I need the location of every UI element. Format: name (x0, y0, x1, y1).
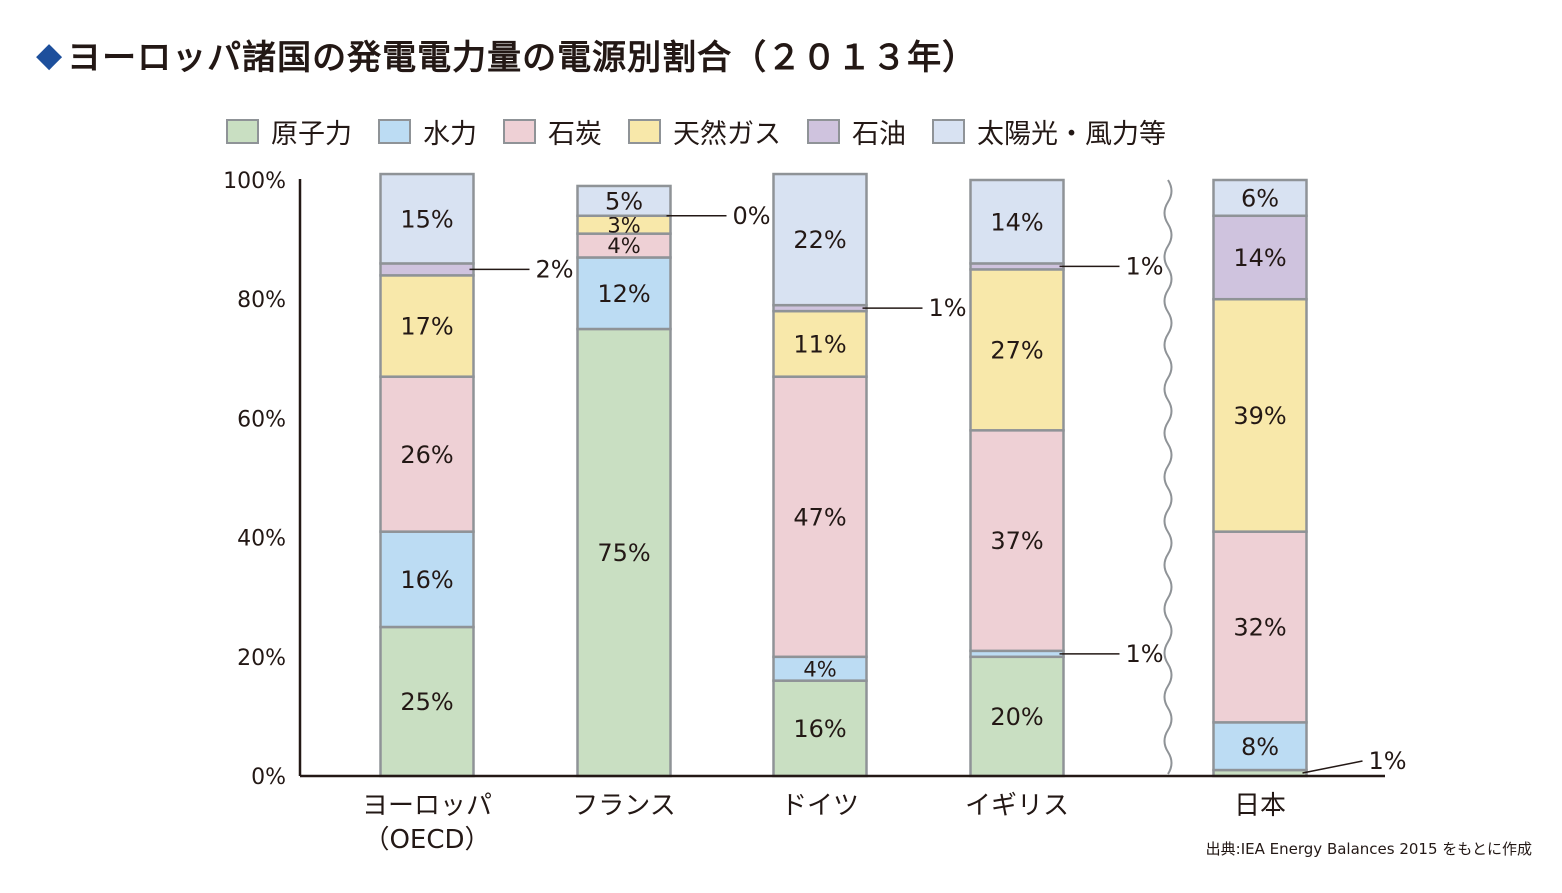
data-label: 4% (803, 657, 836, 681)
bar-segment (379, 625, 475, 778)
legend-item: 水力 (378, 112, 477, 151)
bar-segment (1212, 214, 1308, 301)
bar-segment (969, 429, 1065, 653)
legend-swatch (503, 119, 536, 144)
bar-segment (772, 309, 868, 378)
x-tick-label: ドイツ (781, 791, 859, 821)
data-label: 47% (793, 503, 846, 531)
callout-label: 1% (1126, 640, 1164, 668)
legend-label: 石炭 (548, 119, 602, 150)
data-label: 39% (1233, 402, 1286, 430)
data-label: 5% (605, 188, 643, 216)
bar-segment (772, 172, 868, 307)
callout-label: 1% (1126, 252, 1164, 280)
legend-swatch (628, 119, 661, 144)
legend-item: 太陽光・風力等 (932, 112, 1166, 151)
x-tick-label: ヨーロッパ (362, 791, 492, 821)
x-tick-label: フランス (572, 791, 675, 821)
callout-label: 1% (929, 294, 967, 322)
y-tick-label: 20% (237, 646, 286, 671)
data-label: 11% (793, 331, 846, 359)
data-label: 4% (607, 234, 640, 258)
bar-segment (772, 679, 868, 778)
x-tick-label: 日本 (1234, 791, 1286, 821)
legend-swatch (226, 119, 259, 144)
x-tick-label: イギリス (965, 791, 1069, 821)
y-tick-label: 100% (223, 169, 286, 194)
y-tick-label: 0% (251, 765, 286, 790)
bar-segment (379, 172, 475, 265)
legend-item: 石油 (807, 112, 906, 151)
legend-label: 原子力 (271, 119, 352, 150)
data-label: 3% (607, 213, 640, 237)
data-label: 16% (793, 715, 846, 743)
data-label: 15% (400, 205, 453, 233)
legend: 原子力 水力 石炭 天然ガス 石油 太陽光・風力等 (226, 112, 1192, 151)
data-label: 32% (1233, 614, 1286, 642)
legend-label: 太陽光・風力等 (977, 119, 1166, 150)
source-note: 出典:IEA Energy Balances 2015 をもとに作成 (1205, 840, 1532, 858)
legend-swatch (932, 119, 965, 144)
bar-segment (379, 274, 475, 378)
data-label: 16% (400, 566, 453, 594)
bar-segment (576, 256, 672, 331)
chart-title-text: ヨーロッパ諸国の発電電力量の電源別割合（２０１３年） (67, 38, 978, 78)
callout-label: 2% (536, 255, 574, 283)
data-label: 26% (400, 441, 453, 469)
legend-item: 石炭 (503, 112, 602, 151)
data-label: 27% (990, 337, 1043, 365)
data-label: 75% (597, 539, 650, 567)
bar-segment (379, 375, 475, 533)
data-label: 14% (990, 208, 1043, 236)
bar-segment (1212, 297, 1308, 533)
chart-title: ◆ ヨーロッパ諸国の発電電力量の電源別割合（２０１３年） (36, 30, 977, 79)
axis-break-icon (1163, 179, 1173, 775)
diamond-icon: ◆ (36, 34, 64, 75)
bar-segment (969, 268, 1065, 432)
data-label: 20% (990, 703, 1043, 731)
bar-segment (969, 178, 1065, 265)
data-label: 12% (597, 280, 650, 308)
data-label: 8% (1241, 733, 1279, 761)
callout-line (1302, 760, 1363, 774)
legend-swatch (378, 119, 411, 144)
y-tick-label: 80% (237, 288, 286, 313)
bar-segment (379, 262, 475, 277)
bar-segment (576, 327, 672, 778)
bar-segment (772, 375, 868, 659)
y-tick-label: 40% (237, 527, 286, 552)
data-label: 22% (793, 226, 846, 254)
legend-item: 原子力 (226, 112, 352, 151)
data-label: 14% (1233, 244, 1286, 272)
data-label: 37% (990, 527, 1043, 555)
legend-label: 石油 (852, 119, 906, 150)
legend-swatch (807, 119, 840, 144)
data-label: 6% (1241, 185, 1279, 213)
x-tick-label: （OECD） (363, 825, 490, 855)
bar-segment (1212, 178, 1308, 218)
data-label: 17% (400, 313, 453, 341)
data-label: 25% (400, 688, 453, 716)
callout-label: 0% (733, 202, 771, 230)
bar-segment (379, 530, 475, 629)
legend-item: 天然ガス (628, 112, 781, 151)
legend-label: 天然ガス (673, 119, 781, 150)
callout-label: 1% (1369, 747, 1407, 775)
y-tick-label: 60% (237, 407, 286, 432)
legend-label: 水力 (423, 119, 477, 150)
bar-segment (576, 184, 672, 218)
